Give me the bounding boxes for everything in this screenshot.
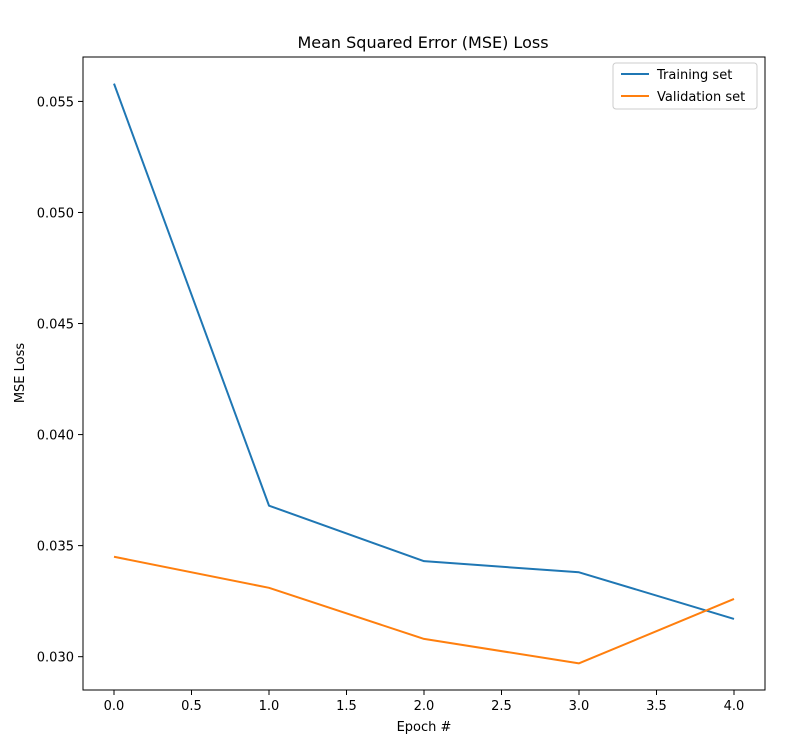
x-tick-label: 1.0: [259, 699, 280, 714]
x-tick-label: 0.0: [104, 699, 125, 714]
y-tick-label: 0.055: [37, 95, 74, 110]
chart-title: Mean Squared Error (MSE) Loss: [297, 33, 548, 52]
x-tick-label: 2.5: [491, 699, 512, 714]
x-tick-label: 3.5: [646, 699, 667, 714]
y-axis-ticks: 0.030 0.035 0.040 0.045 0.050 0.055: [37, 95, 83, 666]
plot-frame: [82, 56, 766, 691]
legend: Training set Validation set: [612, 62, 758, 110]
series-layer: [113, 83, 735, 665]
y-tick-label: 0.035: [37, 540, 74, 555]
x-tick-label: 4.0: [724, 699, 745, 714]
series-line-training: [113, 83, 735, 620]
x-tick-label: 2.0: [414, 699, 435, 714]
plot-area: 0.0 0.5 1.0 1.5 2.0 2.5 3.0 3.5 4.0 0.0300.0350.…: [37, 56, 766, 714]
y-axis-label: MSE Loss: [13, 343, 28, 404]
y-tick-label: 0.030: [37, 651, 74, 666]
series-line-validation: [113, 555, 735, 665]
x-axis-ticks: 0.0 0.5 1.0 1.5 2.0 2.5 3.0 3.5 4.0: [104, 690, 745, 714]
y-tick-label: 0.050: [37, 206, 74, 221]
legend-label-validation: Validation set: [657, 90, 745, 105]
x-tick-label: 1.5: [336, 699, 357, 714]
y-tick-label: 0.040: [37, 429, 74, 444]
legend-label-training: Training set: [656, 68, 732, 83]
y-tick-label: 0.045: [37, 318, 74, 333]
x-tick-label: 3.0: [569, 699, 590, 714]
x-axis-label: Epoch #: [397, 720, 452, 735]
x-tick-label: 0.5: [181, 699, 202, 714]
